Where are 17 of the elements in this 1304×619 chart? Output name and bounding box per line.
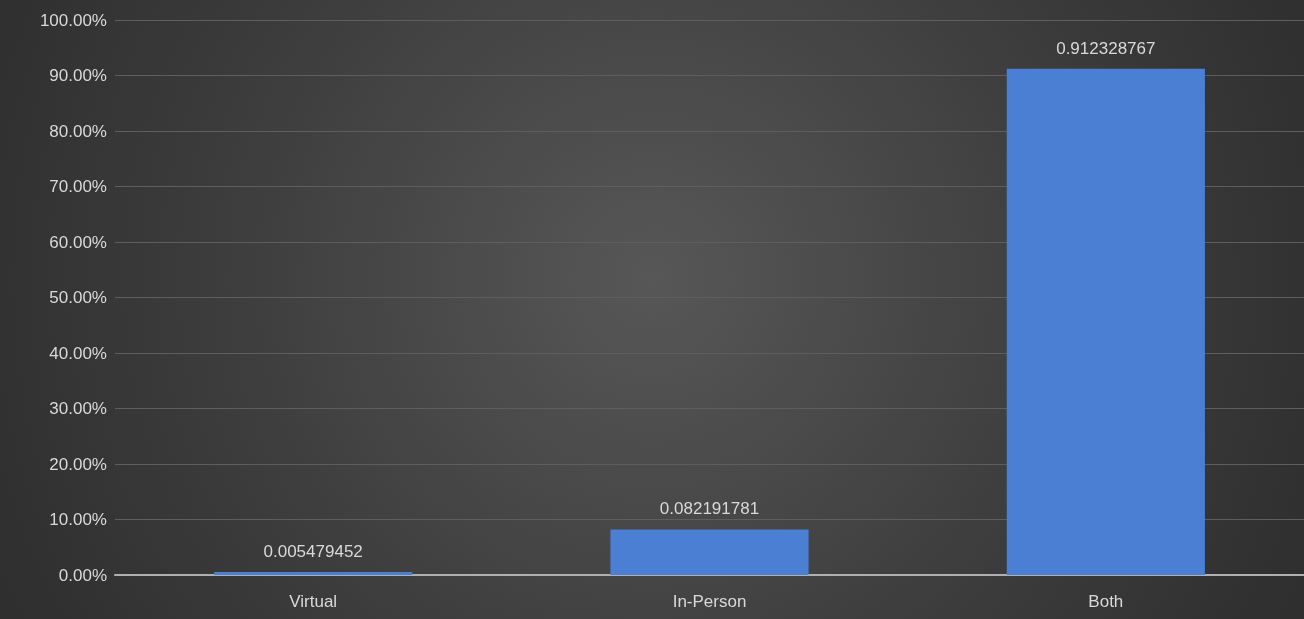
y-tick-label: 30.00% [49,399,107,418]
y-tick-label: 40.00% [49,343,107,363]
data-label: 0.912328767 [1056,38,1156,58]
data-label: 0.005479452 [263,541,363,561]
y-tick-label: 10.00% [49,510,107,529]
data-label: 0.082191781 [659,499,760,519]
y-tick-label: 0.00% [58,565,107,585]
y-tick-label: 60.00% [49,232,107,252]
x-tick-label: Virtual [289,592,338,611]
y-tick-label: 80.00% [49,121,107,141]
x-tick-label: In-Person [672,592,747,611]
y-tick-label: 20.00% [49,454,107,474]
x-tick-label: Both [1088,592,1124,611]
y-tick-label: 90.00% [49,66,107,85]
y-tick-label: 70.00% [49,177,107,196]
y-tick-label: 50.00% [49,288,107,307]
y-tick-label: 100.00% [39,10,107,30]
